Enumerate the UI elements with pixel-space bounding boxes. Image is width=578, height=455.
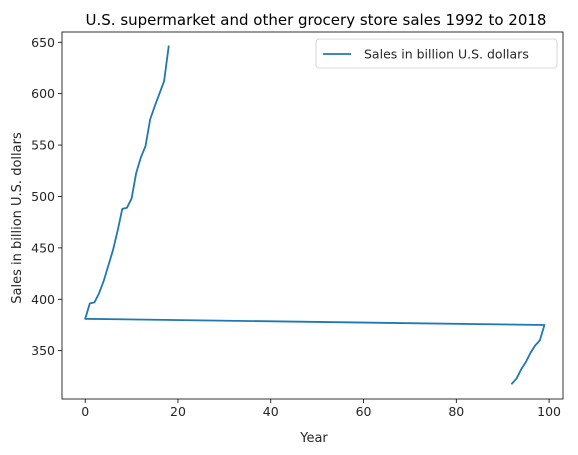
legend: Sales in billion U.S. dollars [315, 38, 558, 69]
y-axis-label: Sales in billion U.S. dollars [10, 132, 25, 304]
x-axis-label: Year [299, 431, 328, 446]
y-axis-ticks: 350 400 450 500 550 600 650 [31, 35, 62, 358]
x-axis-ticks: 0 20 40 60 80 100 [81, 399, 561, 419]
y-tick-label: 350 [31, 343, 55, 358]
x-tick-label: 80 [448, 404, 464, 419]
y-tick-label: 450 [31, 240, 55, 255]
x-tick-label: 100 [537, 404, 561, 419]
x-tick-label: 0 [81, 404, 89, 419]
series-layer [84, 45, 546, 385]
chart-title: U.S. supermarket and other grocery store… [86, 11, 547, 29]
plot-frame [61, 31, 564, 400]
y-tick-label: 400 [31, 292, 55, 307]
x-tick-label: 60 [356, 404, 372, 419]
x-tick-label: 20 [170, 404, 186, 419]
y-tick-label: 650 [31, 35, 55, 50]
x-tick-label: 40 [263, 404, 279, 419]
plot-area [61, 31, 564, 400]
legend-entry-label: Sales in billion U.S. dollars [364, 47, 529, 62]
y-tick-label: 600 [31, 86, 55, 101]
legend-box [315, 38, 558, 69]
y-tick-label: 550 [31, 138, 55, 153]
y-tick-label: 500 [31, 189, 55, 204]
series-line [84, 45, 546, 385]
